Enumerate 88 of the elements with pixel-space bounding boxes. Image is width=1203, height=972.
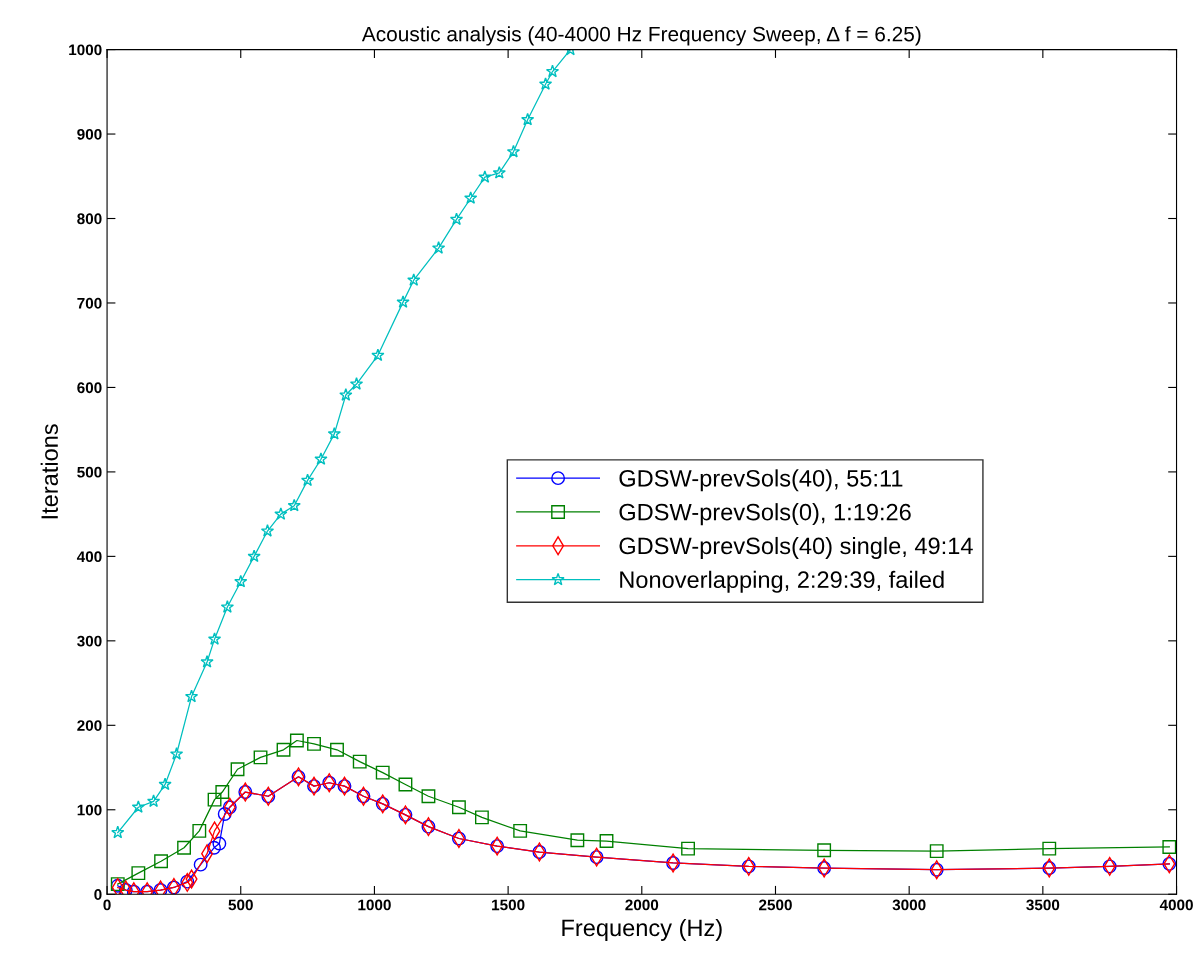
point	[681, 841, 696, 856]
point	[1162, 839, 1177, 854]
point	[474, 810, 489, 825]
point	[146, 794, 161, 808]
point	[375, 765, 390, 780]
point	[207, 632, 222, 645]
point	[513, 823, 528, 838]
point	[407, 273, 421, 286]
point	[131, 866, 146, 881]
point	[478, 170, 492, 183]
point	[398, 777, 413, 792]
point	[111, 825, 125, 839]
x-tick-label: 1500	[492, 899, 525, 911]
point	[349, 377, 364, 390]
point	[207, 840, 221, 855]
point	[599, 834, 614, 848]
point	[506, 144, 521, 158]
point	[158, 777, 172, 791]
point	[200, 655, 214, 668]
y-tick-label: 800	[77, 213, 102, 225]
point	[220, 600, 235, 613]
point	[193, 857, 208, 872]
y-tick-label: 100	[77, 804, 102, 816]
point	[929, 844, 944, 859]
point	[217, 807, 232, 821]
x-tick-label: 1000	[358, 899, 391, 911]
point	[230, 762, 245, 777]
point	[300, 473, 315, 487]
y-axis-title: Iterations	[40, 424, 58, 519]
point	[169, 747, 184, 760]
point	[215, 785, 230, 799]
point	[464, 191, 478, 204]
y-tick-label: 900	[77, 128, 102, 140]
point	[207, 792, 222, 807]
point	[289, 733, 304, 748]
point	[253, 750, 268, 765]
point	[339, 388, 353, 401]
point	[1042, 841, 1057, 856]
y-tick-label: 400	[76, 551, 102, 563]
point	[234, 574, 248, 588]
chart-title: Acoustic analysis (40-4000 Hz Frequency Sweep, Δ f = 6.25)	[361, 26, 921, 46]
point	[212, 836, 227, 851]
point	[431, 241, 446, 254]
legend-label: Nonoverlapping, 2:29:39, failed	[620, 570, 944, 593]
legend-label: GDSW-prevSols(40) single, 49:14	[619, 536, 973, 559]
x-tick-label: 500	[228, 899, 253, 911]
point	[371, 348, 385, 362]
x-tick-label: 0	[103, 899, 111, 911]
point	[570, 833, 585, 848]
y-tick-label: 300	[77, 635, 102, 647]
point	[545, 64, 560, 78]
point	[307, 736, 321, 751]
y-tick-label: 0	[94, 889, 102, 900]
point	[314, 452, 328, 465]
y-tick-label: 500	[77, 466, 102, 478]
point	[330, 742, 344, 757]
point	[154, 854, 169, 869]
point	[449, 212, 464, 226]
legend-label: GDSW-prevSols(40), 55:11	[619, 469, 903, 492]
point	[287, 498, 301, 512]
point	[184, 689, 199, 703]
y-tick-label: 1000	[69, 44, 102, 56]
x-axis-title: Frequency (Hz)	[562, 918, 722, 941]
point	[274, 507, 288, 520]
point	[538, 77, 553, 90]
y-tick-label: 200	[77, 720, 102, 731]
point	[276, 742, 291, 757]
point	[451, 800, 466, 815]
point	[247, 549, 261, 563]
legend-label: GDSW-prevSols(0), 1:19:26	[619, 503, 911, 526]
point	[421, 789, 436, 804]
x-tick-label: 2000	[625, 899, 659, 911]
point	[131, 800, 145, 813]
point	[520, 112, 535, 126]
point	[327, 426, 341, 440]
x-tick-label: 4000	[1159, 899, 1193, 911]
x-tick-label: 3500	[1026, 899, 1060, 911]
point	[352, 754, 367, 769]
point	[492, 165, 506, 179]
point	[260, 524, 275, 537]
point	[817, 843, 832, 858]
y-tick-label: 700	[77, 297, 102, 309]
point	[396, 295, 410, 308]
x-tick-label: 3000	[892, 899, 926, 911]
x-tick-label: 2500	[759, 899, 792, 911]
y-tick-label: 600	[77, 382, 102, 394]
point	[192, 823, 207, 838]
point	[177, 840, 192, 855]
